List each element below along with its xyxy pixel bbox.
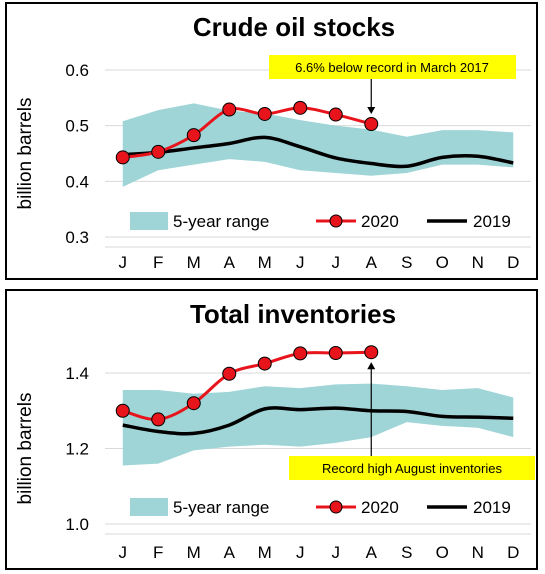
x-tick-label: M bbox=[258, 253, 272, 272]
x-tick-label: A bbox=[366, 543, 378, 562]
legend-label-2019: 2019 bbox=[473, 498, 511, 517]
annotation-arrow-head bbox=[367, 106, 376, 114]
legend: 5-year range 2020 2019 bbox=[130, 212, 511, 231]
series-2020-point bbox=[293, 346, 308, 361]
x-tick-label: D bbox=[507, 253, 519, 272]
total-inventories-chart: Total inventories billion barrels 1.0 1.2 1.… bbox=[15, 299, 535, 562]
y-tick-label: 1.0 bbox=[65, 515, 89, 534]
series-2020-point bbox=[222, 366, 237, 381]
y-tick-label: 0.6 bbox=[65, 61, 89, 80]
five-year-range-band bbox=[122, 383, 514, 466]
series-2019-line bbox=[122, 406, 514, 436]
x-tick-label: M bbox=[187, 253, 201, 272]
series-2020-point bbox=[115, 150, 130, 165]
y-tick-label: 1.2 bbox=[65, 440, 89, 459]
x-tick-label: J bbox=[332, 543, 341, 562]
legend-swatch-range bbox=[130, 212, 168, 230]
x-tick-label: F bbox=[153, 253, 163, 272]
legend-marker-2020 bbox=[329, 500, 343, 514]
five-year-range-band bbox=[122, 103, 514, 187]
chart-title: Crude oil stocks bbox=[193, 12, 395, 42]
series-2020-point bbox=[364, 345, 379, 360]
crude-oil-stocks-chart: Crude oil stocks billion barrels 0.3 0.4 0.5… bbox=[15, 12, 531, 272]
series-2020-point bbox=[222, 102, 237, 117]
series-2020-point bbox=[151, 412, 166, 427]
crude-oil-stocks-panel: Crude oil stocks billion barrels 0.3 0.4 0.5… bbox=[5, 2, 538, 280]
y-tick-label: 0.5 bbox=[65, 117, 89, 136]
x-tick-label: J bbox=[296, 253, 305, 272]
x-tick-label: M bbox=[187, 543, 201, 562]
series-2020-point bbox=[257, 356, 272, 371]
series-2020-point bbox=[364, 116, 379, 131]
chart-title: Total inventories bbox=[190, 299, 396, 329]
x-tick-label: D bbox=[507, 543, 519, 562]
x-tick-label: O bbox=[436, 543, 449, 562]
series-2020-point bbox=[293, 100, 308, 115]
x-tick-label: M bbox=[258, 543, 272, 562]
legend-label-2020: 2020 bbox=[361, 498, 399, 517]
x-tick-label: F bbox=[153, 543, 163, 562]
series-2019-line bbox=[122, 135, 514, 169]
x-tick-label: A bbox=[224, 253, 236, 272]
series-2020-point bbox=[151, 144, 166, 159]
annotation-box bbox=[269, 55, 516, 79]
annotation-arrow-head bbox=[367, 362, 376, 370]
x-tick-label: N bbox=[472, 543, 484, 562]
y-tick-label: 0.4 bbox=[65, 172, 89, 191]
legend: 5-year range 2020 2019 bbox=[130, 498, 511, 517]
annotation-text: 6.6% below record in March 2017 bbox=[295, 60, 489, 75]
x-tick-label: J bbox=[119, 253, 128, 272]
series-2020-point bbox=[186, 128, 201, 143]
y-tick-label: 1.4 bbox=[65, 364, 89, 383]
legend-marker-2020 bbox=[329, 214, 343, 228]
series-2020-point bbox=[328, 345, 343, 360]
x-tick-label: N bbox=[472, 253, 484, 272]
y-axis-label: billion barrels bbox=[15, 393, 36, 505]
legend-swatch-range bbox=[130, 498, 168, 516]
legend-label-2019: 2019 bbox=[473, 212, 511, 231]
legend-label-range: 5-year range bbox=[173, 498, 269, 517]
y-axis-label: billion barrels bbox=[15, 98, 36, 210]
x-tick-label: A bbox=[224, 543, 236, 562]
annotation-text: Record high August inventories bbox=[322, 461, 502, 476]
annotation-box bbox=[289, 456, 535, 480]
total-inventories-panel: Total inventories billion barrels 1.0 1.2 1.… bbox=[5, 289, 538, 570]
legend-label-2020: 2020 bbox=[361, 212, 399, 231]
y-tick-label: 0.3 bbox=[65, 228, 89, 247]
series-2020-point bbox=[328, 107, 343, 122]
x-tick-label: S bbox=[401, 543, 412, 562]
legend-label-range: 5-year range bbox=[173, 212, 269, 231]
x-tick-label: S bbox=[401, 253, 412, 272]
x-tick-label: J bbox=[119, 543, 128, 562]
series-2020-point bbox=[186, 396, 201, 411]
series-2020-point bbox=[257, 106, 272, 121]
x-tick-label: J bbox=[332, 253, 341, 272]
x-tick-label: A bbox=[366, 253, 378, 272]
x-tick-label: O bbox=[436, 253, 449, 272]
series-2020-point bbox=[115, 403, 130, 418]
x-tick-label: J bbox=[296, 543, 305, 562]
